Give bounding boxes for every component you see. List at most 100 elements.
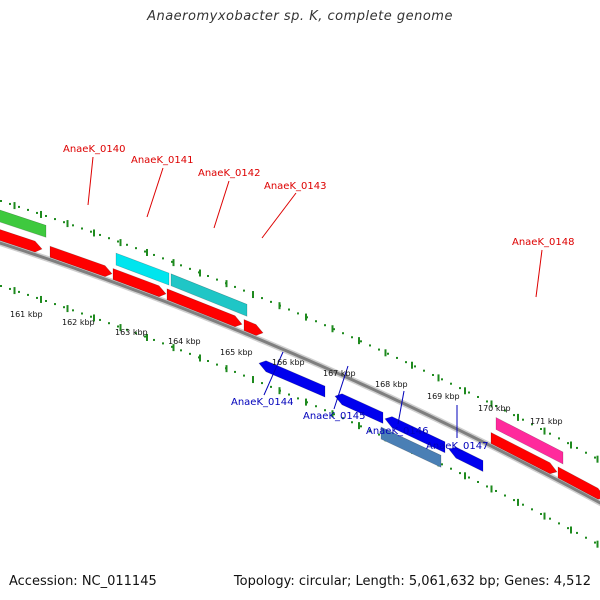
ruler-lower-dot	[585, 536, 587, 539]
gene-label-anaek-0147[interactable]: AnaeK_0147	[426, 441, 488, 452]
tick-label-170: 170 kbp	[478, 404, 511, 413]
ruler-lower-tick	[13, 287, 16, 295]
ruler-upper-tick	[172, 259, 175, 267]
ruler-upper-dot	[594, 456, 596, 459]
ruler-lower-dot	[117, 325, 119, 328]
ruler-lower-dot	[441, 463, 443, 466]
ruler-lower-dot	[459, 472, 461, 475]
ruler-lower-dot	[288, 393, 290, 396]
gene-label-anaek-0146[interactable]: AnaeK_0146	[366, 426, 428, 437]
ruler-upper-dot	[504, 409, 506, 412]
ruler-lower-dot	[594, 541, 596, 544]
tick-label-171: 171 kbp	[530, 417, 563, 426]
ruler-lower-dot	[63, 306, 65, 309]
ruler-upper-dot	[513, 414, 515, 417]
ruler-upper-dot	[45, 214, 47, 217]
ruler-lower-dot	[243, 374, 245, 377]
ruler-upper-tick	[199, 269, 201, 277]
ruler-lower-tick	[596, 540, 599, 548]
ruler-upper-tick	[517, 413, 519, 421]
ruler-lower-tick	[252, 376, 254, 384]
gene-label-anaek-0148[interactable]: AnaeK_0148	[512, 237, 574, 248]
ruler-lower-tick	[278, 387, 281, 395]
gene-label-anaek-0143[interactable]: AnaeK_0143	[264, 181, 326, 192]
ruler-lower-tick	[172, 344, 175, 352]
ruler-dotted-track	[0, 200, 599, 548]
ruler-upper-dot	[369, 344, 371, 347]
ruler-upper-dot	[459, 387, 461, 390]
ruler-upper-dot	[477, 395, 479, 398]
ruler-upper-dot	[63, 221, 65, 224]
ruler-upper-dot	[387, 352, 389, 355]
ruler-upper-dot	[432, 373, 434, 376]
ruler-lower-dot	[504, 494, 506, 497]
ruler-upper-dot	[126, 243, 128, 246]
gene-label-anaek-0141[interactable]: AnaeK_0141	[131, 155, 193, 166]
ruler-upper-dot	[9, 202, 11, 205]
ruler-lower-dot	[72, 309, 74, 312]
gene-label-anaek-0140[interactable]: AnaeK_0140	[63, 144, 125, 155]
ruler-lower-dot	[495, 489, 497, 492]
ruler-lower-dot	[108, 322, 110, 325]
ruler-upper-dot	[36, 211, 38, 214]
ruler-lower-dot	[342, 417, 344, 420]
ruler-upper-dot	[288, 308, 290, 311]
cds-forward-0143	[243, 319, 264, 336]
ruler-upper-dot	[162, 257, 164, 260]
ruler-lower-tick	[331, 410, 334, 418]
ruler-lower-dot	[45, 299, 47, 302]
ruler-lower-tick	[119, 324, 122, 332]
gene-label-anaek-0145[interactable]: AnaeK_0145	[303, 411, 365, 422]
ruler-lower-dot	[9, 287, 11, 290]
ruler-lower-dot	[135, 332, 137, 335]
ruler-upper-tick	[66, 220, 69, 228]
ruler-lower-tick	[570, 526, 572, 534]
ruler-upper-dot	[135, 247, 137, 250]
leader-anaek-0142	[213, 180, 230, 229]
ruler-lower-dot	[126, 328, 128, 331]
genome-stats-text: Topology: circular; Length: 5,061,632 bp…	[233, 574, 591, 589]
ruler-lower-dot	[162, 342, 164, 345]
feature-green-block	[0, 209, 47, 238]
ruler-upper-dot	[216, 278, 218, 281]
ruler-upper-dot	[72, 224, 74, 227]
map-title: Anaeromyxobacter sp. K, complete genome	[147, 9, 453, 24]
cds-forward-0148	[490, 432, 558, 475]
ruler-upper-dot	[297, 312, 299, 315]
ruler-upper-tick	[13, 202, 16, 210]
ruler-lower-tick	[199, 354, 201, 362]
ruler-upper-tick	[119, 239, 122, 247]
ruler-lower-dot	[558, 522, 560, 525]
ruler-upper-dot	[585, 451, 587, 454]
cds-forward-0140	[49, 245, 113, 277]
ruler-upper-tick	[93, 229, 95, 237]
ruler-lower-tick	[490, 485, 493, 493]
ruler-upper-dot	[153, 253, 155, 256]
genome-backbone	[0, 239, 600, 507]
ruler-upper-dot	[171, 260, 173, 263]
ruler-lower-dot	[333, 413, 335, 416]
ruler-upper-dot	[117, 240, 119, 243]
backbone-line	[0, 241, 600, 505]
ruler-upper-dot	[549, 432, 551, 435]
leader-anaek-0148	[535, 249, 543, 298]
ruler-upper-dot	[180, 264, 182, 267]
cds-forward-0149	[557, 466, 600, 500]
gene-label-anaek-0144[interactable]: AnaeK_0144	[231, 397, 293, 408]
ruler-lower-dot	[171, 345, 173, 348]
ruler-upper-dot	[270, 300, 272, 303]
ruler-upper-tick	[278, 302, 281, 310]
ruler-upper-tick	[464, 387, 466, 395]
tick-label-166: 166 kbp	[272, 358, 305, 367]
ruler-upper-dot	[144, 250, 146, 253]
ruler-upper-dot	[486, 400, 488, 403]
gene-label-anaek-0142[interactable]: AnaeK_0142	[198, 168, 260, 179]
ruler-upper-dot	[360, 340, 362, 343]
ruler-upper-dot	[396, 356, 398, 359]
feature-pink-block	[495, 417, 564, 465]
ruler-lower-tick	[464, 472, 466, 480]
ruler-upper-tick	[358, 337, 360, 345]
ruler-lower-dot	[513, 499, 515, 502]
ruler-upper-dot	[576, 446, 578, 449]
